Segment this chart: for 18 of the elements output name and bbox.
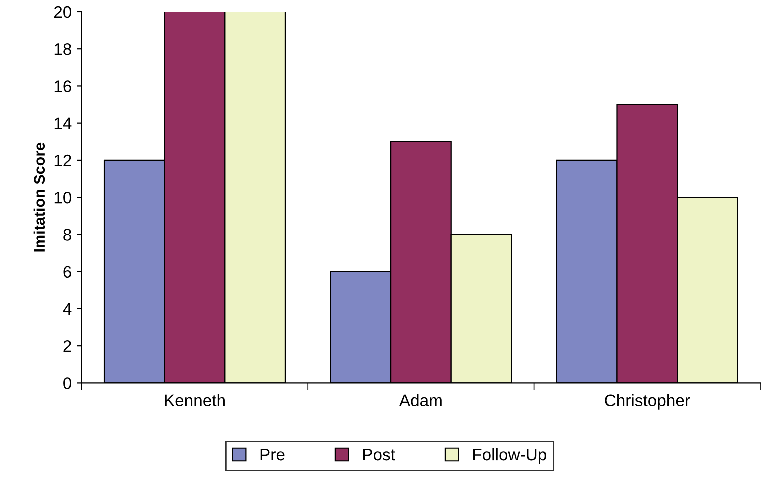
x-tick-label: Christopher	[605, 394, 690, 410]
y-tick-label: 12	[54, 154, 72, 167]
legend-label: Follow-Up	[474, 448, 546, 464]
legend-label: Post	[363, 449, 396, 461]
y-tick-label: 18	[54, 44, 72, 56]
y-tick-label: 16	[54, 80, 72, 92]
x-tick-label: Adam	[399, 394, 442, 407]
y-axis-title: Imitation Score	[34, 142, 46, 252]
y-tick-label: 10	[54, 192, 72, 204]
y-tick-label: 2	[64, 340, 72, 352]
y-tick-label: 14	[54, 118, 72, 130]
y-tick-label: 0	[64, 378, 72, 390]
y-tick-label: 4	[63, 304, 72, 315]
x-tick-label: Kenneth	[165, 394, 225, 407]
y-tick-label: 6	[64, 266, 72, 278]
y-tick-label: 20	[54, 6, 72, 18]
legend-label: Pre	[260, 449, 285, 461]
y-tick-label: 8	[64, 229, 72, 241]
